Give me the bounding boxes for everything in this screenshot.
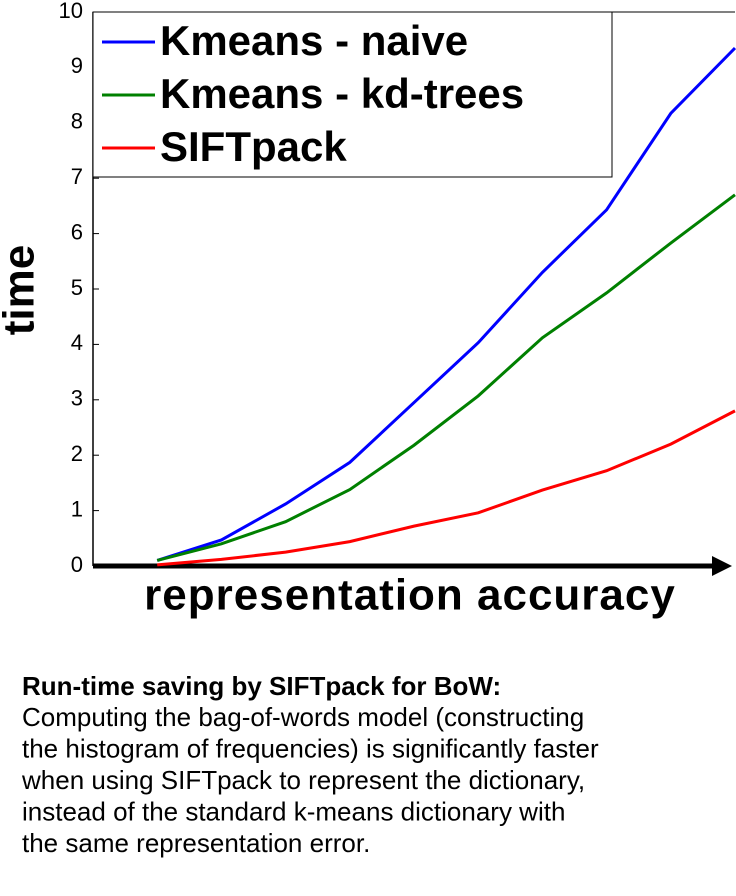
x-axis-label: representation accuracy — [144, 571, 676, 620]
y-tick-label: 3 — [71, 386, 83, 411]
legend-label: Kmeans - kd-trees — [160, 70, 524, 117]
y-tick-label: 6 — [71, 219, 83, 244]
legend-box — [92, 11, 613, 178]
legend-label: SIFTpack — [160, 123, 347, 170]
y-tick-label: 9 — [71, 53, 83, 78]
y-axis-label: time — [0, 245, 44, 335]
caption-line: the same representation error. — [22, 828, 370, 858]
y-tick-label: 10 — [59, 0, 83, 23]
caption-line: when using SIFTpack to represent the dic… — [21, 765, 585, 795]
x-axis-arrow — [712, 556, 732, 576]
data-line — [156, 46, 736, 562]
caption-line: Computing the bag-of-words model (constr… — [22, 702, 584, 732]
y-tick-label: 8 — [71, 109, 83, 134]
y-tick-label: 0 — [71, 552, 83, 577]
y-tick-label: 4 — [71, 330, 83, 355]
y-tick-label: 1 — [71, 496, 83, 521]
data-line — [157, 409, 736, 567]
data-line — [156, 193, 736, 562]
caption-title: Run-time saving by SIFTpack for BoW: — [22, 671, 501, 701]
caption-line: instead of the standard k-means dictiona… — [22, 796, 565, 826]
y-tick-label: 5 — [71, 275, 83, 300]
y-tick-label: 7 — [71, 164, 83, 189]
y-tick-label: 2 — [71, 441, 83, 466]
legend-label: Kmeans - naive — [160, 17, 468, 64]
caption-line: the histogram of frequencies) is signifi… — [22, 733, 599, 763]
